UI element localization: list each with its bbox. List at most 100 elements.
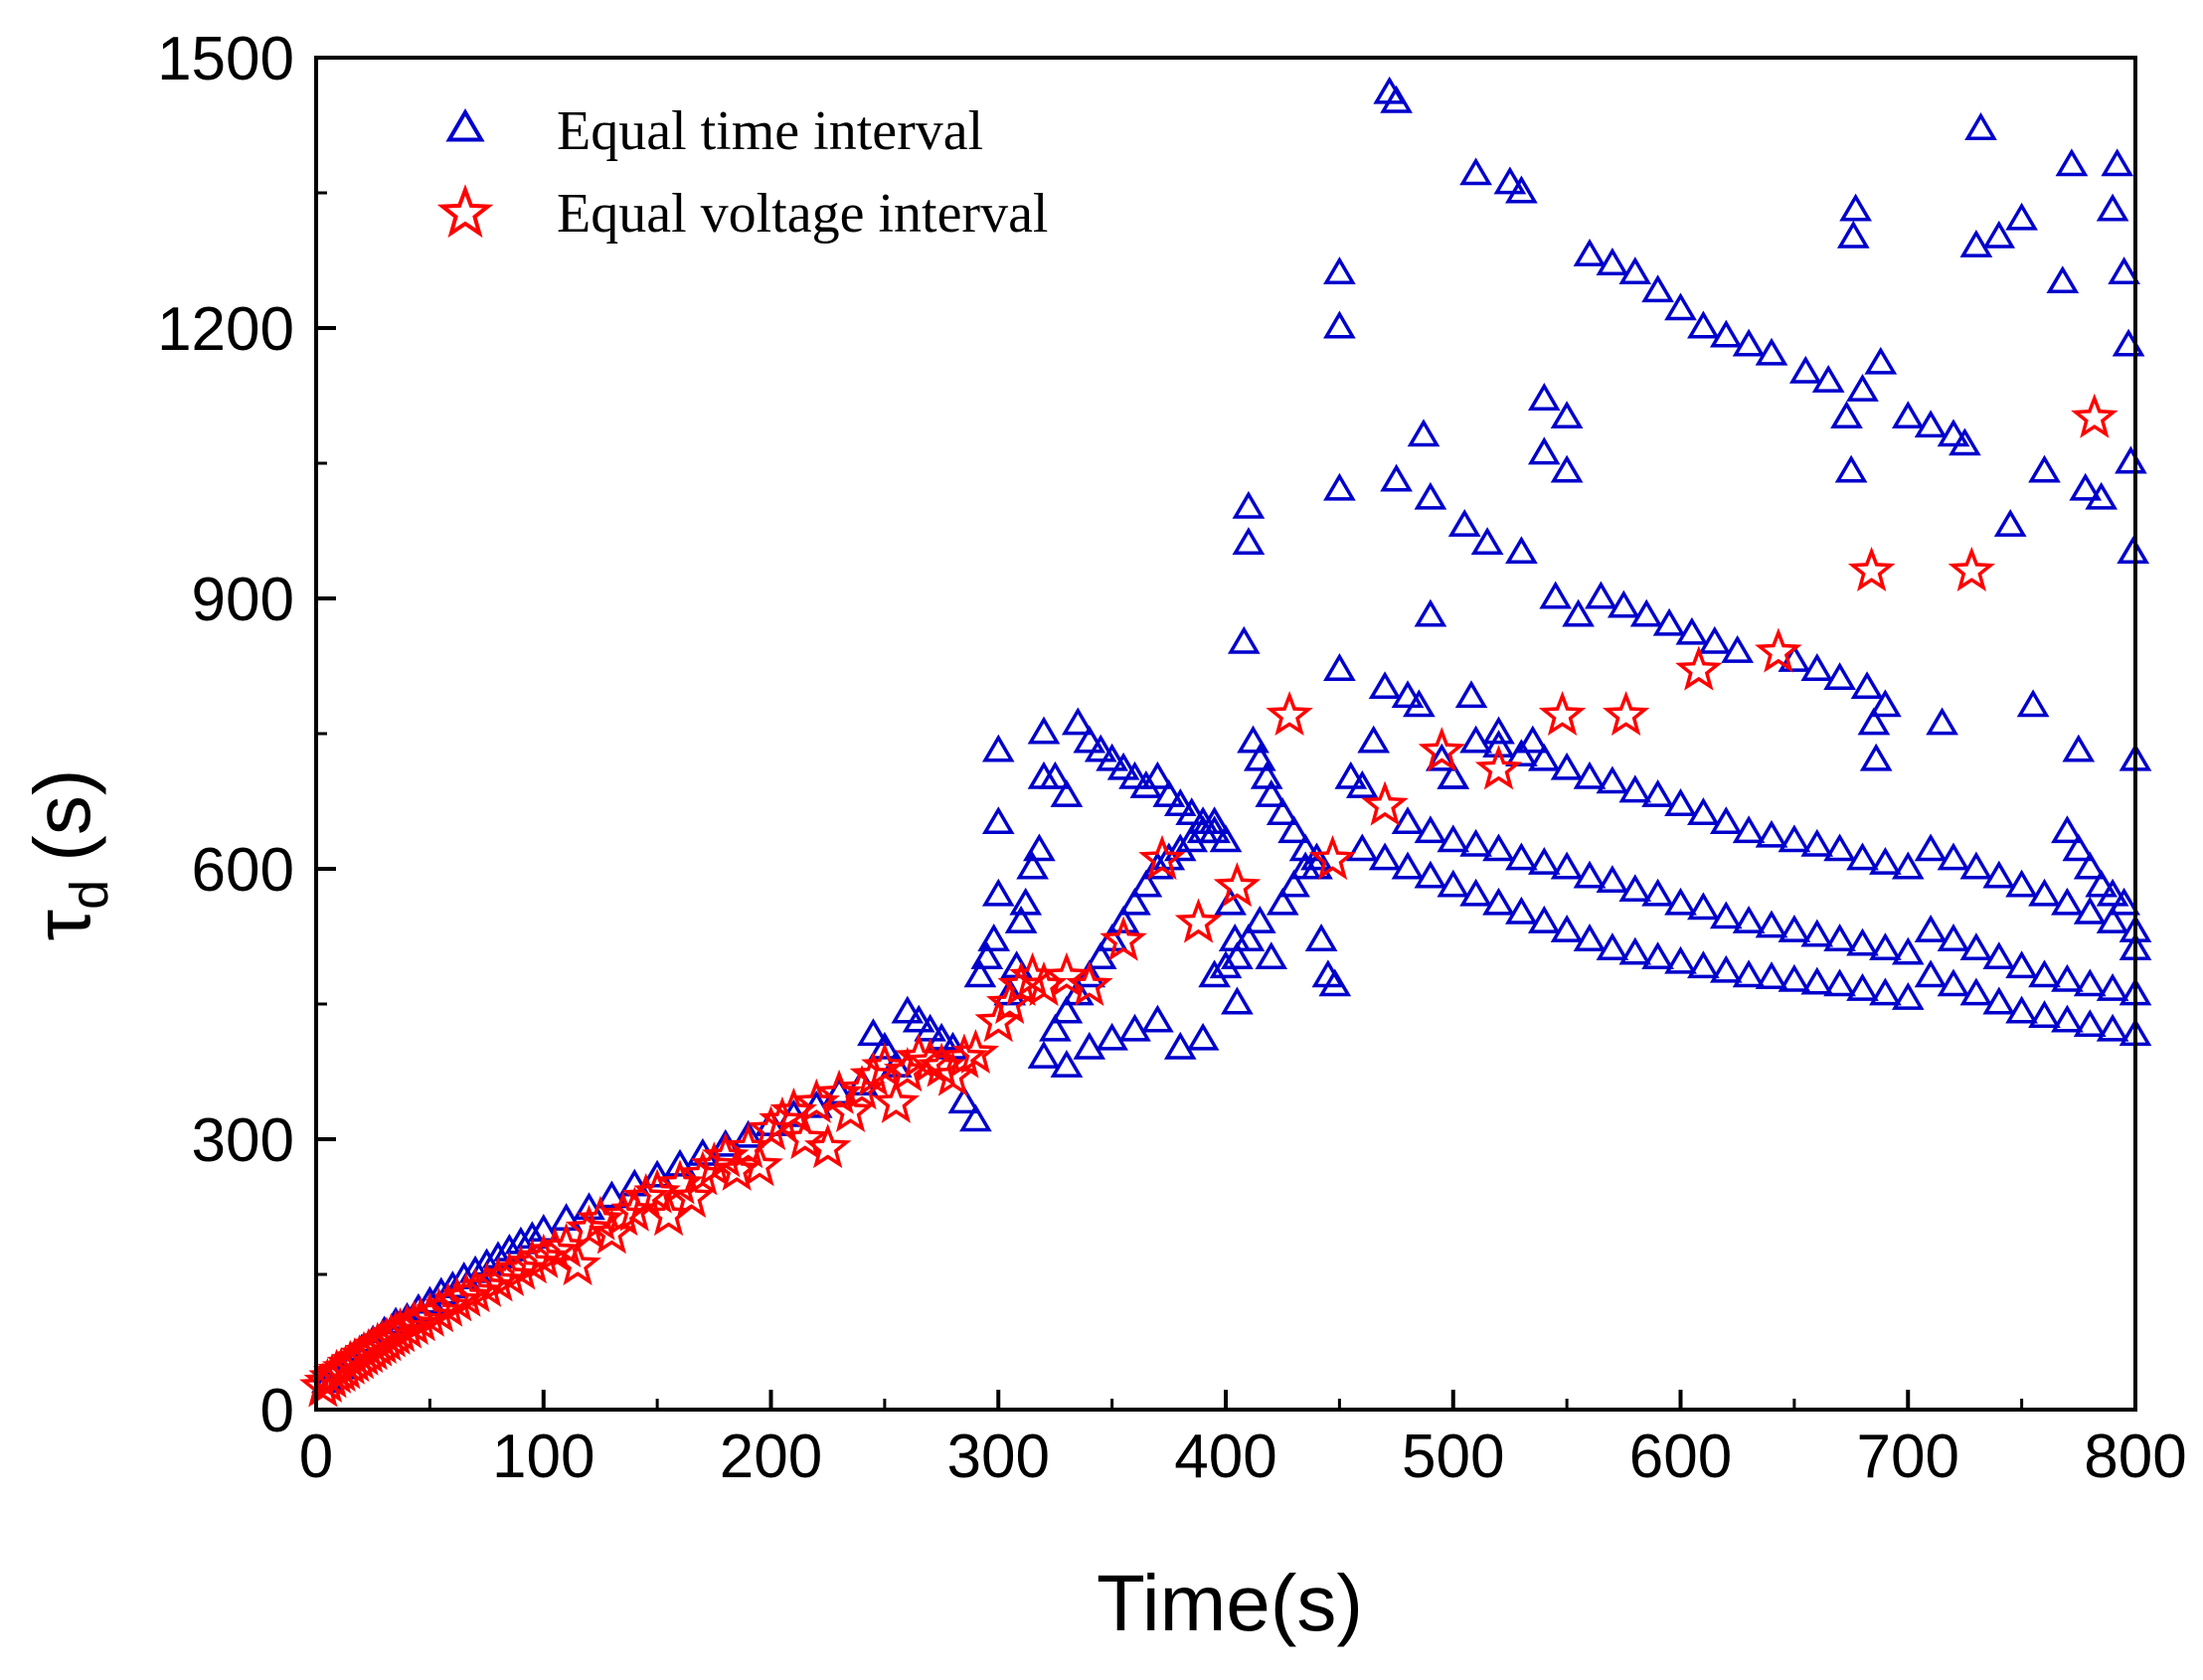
data-point-triangle [2062,734,2096,762]
data-point-triangle [1641,274,1674,303]
legend-star-icon [436,184,494,239]
data-point-triangle [1227,625,1261,654]
legend: Equal time interval Equal voltage interv… [436,100,1048,245]
plot-area: 0 100 200 300 400 500 600 700 800 0 300 600 900 1200 1… [157,25,2187,1491]
data-point-star [1308,834,1357,881]
data-point-triangle [1198,959,1231,988]
data-point-triangle [2069,472,2103,501]
data-point-triangle [1721,634,1755,663]
data-point-star [736,1141,783,1187]
data-point-triangle [1732,328,1766,357]
data-point-triangle [1243,905,1276,933]
data-point-star [1174,898,1223,943]
data-point-triangle [1596,865,1629,894]
data-point-star [667,1172,716,1219]
data-point-triangle [2046,265,2080,294]
data-point-triangle [1596,248,1629,275]
data-point-triangle [1334,760,1368,789]
data-point-triangle [2115,445,2147,474]
data-point-triangle [2108,256,2140,285]
data-point-triangle [2028,959,2061,988]
data-point-star [2071,393,2118,438]
data-point-star [542,1222,591,1267]
y-tick-label: 1200 [157,295,294,364]
data-point-triangle [1050,1050,1084,1078]
data-point-star [1066,960,1113,1006]
data-point-star [1847,546,1896,592]
data-point-triangle [1106,752,1140,780]
data-point-star [610,1186,658,1232]
data-point-triangle [1016,851,1049,880]
data-point-triangle [1186,1022,1220,1051]
data-point-triangle [1550,915,1584,942]
data-point-triangle [2051,815,2084,844]
data-point-triangle [1073,725,1106,754]
data-point-triangle [1687,310,1720,339]
data-point-star [1418,727,1465,772]
data-point-triangle [1023,833,1056,862]
data-point-triangle [1266,797,1299,826]
data-point-triangle [2096,905,2129,933]
data-point-triangle [1562,598,1595,627]
data-point-triangle [1959,851,1993,880]
data-point-triangle [1732,959,1766,988]
data-point-triangle [1573,924,1607,951]
data-point-triangle [1755,819,1788,848]
data-point-triangle [1846,972,1879,1001]
data-point-triangle [1027,1040,1061,1069]
data-point-triangle [1914,915,1948,942]
data-point-triangle [1459,828,1492,857]
data-point-triangle [1596,765,1629,794]
data-point-triangle [1836,220,1870,249]
data-point-triangle [1323,256,1356,285]
data-point-triangle [1859,743,1893,771]
data-point-triangle [1550,752,1584,780]
data-point-triangle [1891,982,1925,1010]
data-point-triangle [1414,481,1447,510]
data-point-triangle [640,1159,674,1188]
data-point-triangle [2073,851,2107,880]
data-point-triangle [1084,941,1117,970]
data-point-triangle [732,1119,764,1148]
data-point-triangle [1869,932,1902,961]
data-point-triangle [1823,968,1856,997]
data-point-triangle [1027,716,1061,745]
data-point-triangle [1459,725,1492,754]
data-point-triangle [891,995,925,1024]
data-point-triangle [1129,769,1163,798]
data-point-triangle [1709,901,1743,929]
data-point-triangle [2016,689,2050,718]
data-point-triangle [1152,779,1186,807]
data-point-triangle [1482,833,1515,862]
data-point-triangle [1550,401,1584,429]
y-tick-label: 300 [192,1106,294,1175]
data-point-triangle [1869,689,1902,718]
data-point-triangle [1839,193,1872,222]
data-point-star [781,1114,829,1160]
data-point-triangle [1237,725,1270,754]
data-point-triangle [1982,986,2016,1015]
data-point-triangle [1823,833,1856,862]
data-point-triangle [1470,527,1504,556]
data-point-triangle [1073,1031,1106,1060]
data-point-star [724,1123,772,1169]
data-point-triangle [1698,625,1732,654]
data-point-triangle [1505,842,1538,871]
data-point-triangle [1266,887,1299,916]
legend-triangle-icon [445,108,485,142]
data-point-triangle [1505,896,1538,924]
data-point-triangle [2051,963,2084,992]
data-point-triangle [1493,166,1527,195]
data-point-triangle [1914,959,1948,988]
data-point-triangle [1596,932,1629,961]
data-point-triangle [1834,454,1868,483]
data-point-triangle [1141,1004,1174,1033]
data-point-triangle [1288,851,1322,880]
series-1 [299,393,2118,1408]
data-point-triangle [1573,860,1607,889]
data-point-triangle [1527,905,1561,933]
legend-label-equal-time: Equal time interval [557,100,983,162]
data-point-triangle [1323,472,1356,501]
data-point-triangle [1823,662,1856,691]
data-point-triangle [1482,716,1515,745]
